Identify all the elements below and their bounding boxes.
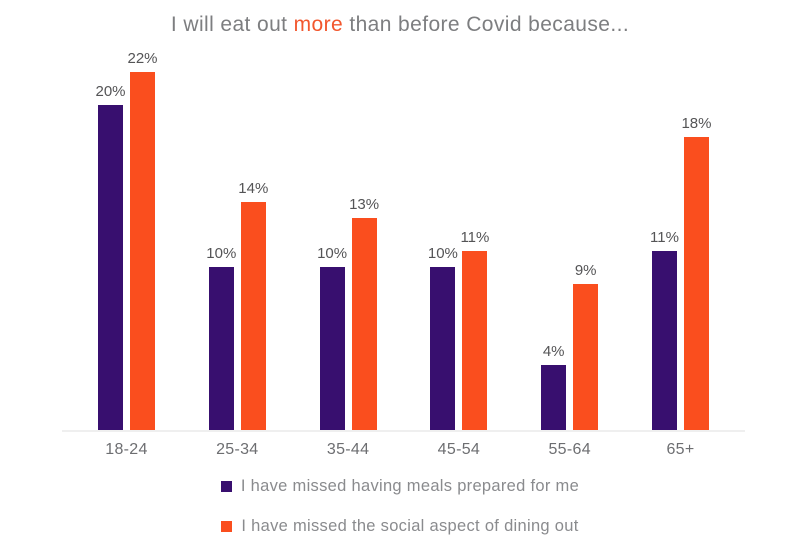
bar-value-label: 11% (650, 229, 679, 246)
chart-title: I will eat out more than before Covid be… (0, 0, 800, 41)
bar-group-65+: 11% 18% (650, 115, 712, 430)
bar-value-label: 11% (460, 229, 490, 246)
x-axis-label-25-34: 25-34 (216, 441, 259, 458)
bar-social-aspect (462, 251, 488, 430)
bar-column: 10% (427, 245, 458, 430)
legend-swatch-orange (221, 520, 233, 532)
bar-column: 10% (206, 245, 237, 430)
legend-item: I have missed having meals prepared for … (220, 476, 580, 496)
legend: I have missed having meals prepared for … (0, 476, 800, 536)
bar-column: 20% (95, 83, 126, 430)
legend-swatch-purple (220, 480, 232, 492)
bar-value-label: 18% (681, 115, 712, 132)
bar-column: 4% (541, 343, 567, 430)
bar-meals-prepared (541, 365, 567, 430)
x-axis-label-65+: 65+ (666, 441, 695, 458)
chart-title-prefix: I will eat out (170, 13, 294, 36)
bar-social-aspect (130, 72, 155, 430)
bar-column: 13% (349, 196, 380, 430)
bar-column: 11% (460, 229, 490, 430)
legend-item: I have missed the social aspect of dinin… (221, 516, 578, 536)
chart-title-highlight: more (293, 13, 344, 36)
bar-value-label: 10% (317, 245, 348, 262)
bar-meals-prepared (651, 251, 677, 430)
bar-column: 22% (127, 50, 158, 430)
x-axis-label-55-64: 55-64 (548, 441, 591, 458)
legend-label: I have missed having meals prepared for … (240, 476, 580, 495)
bar-social-aspect (351, 218, 377, 430)
bar-column: 9% (573, 262, 599, 430)
bar-group-25-34: 10% 14% (206, 180, 269, 430)
bar-group-55-64: 4% 9% (541, 262, 599, 430)
bar-value-label: 14% (238, 180, 269, 197)
bar-column: 18% (681, 115, 712, 430)
bar-value-label: 22% (127, 50, 158, 67)
bar-social-aspect (573, 284, 599, 430)
x-axis-label-45-54: 45-54 (437, 441, 481, 458)
bar-column: 14% (238, 180, 269, 430)
x-axis-line (62, 430, 745, 432)
bar-social-aspect (240, 202, 266, 430)
bar-meals-prepared (319, 267, 345, 430)
bar-meals-prepared (98, 105, 123, 430)
legend-label: I have missed the social aspect of dinin… (241, 516, 579, 535)
bar-value-label: 10% (206, 245, 237, 262)
bar-value-label: 4% (542, 343, 565, 360)
bar-social-aspect (683, 137, 709, 430)
bar-group-35-44: 10% 13% (317, 196, 380, 430)
bar-value-label: 13% (349, 196, 380, 213)
bar-group-18-24: 20% 22% (95, 50, 158, 430)
bar-group-45-54: 10% 11% (427, 229, 490, 430)
bar-column: 11% (650, 229, 679, 430)
bar-value-label: 10% (427, 245, 458, 262)
x-axis-label-35-44: 35-44 (326, 441, 370, 458)
bar-value-label: 9% (574, 262, 597, 279)
chart-title-suffix: than before Covid because... (343, 13, 630, 36)
bar-meals-prepared (430, 267, 456, 430)
covid-eat-out-chart: I will eat out more than before Covid be… (0, 0, 800, 536)
plot-area: 20% 22% 10% 14% 10% 13% 10% 11% 4% 9% 11% 18% (95, 46, 712, 430)
bar-meals-prepared (208, 267, 234, 430)
x-axis-label-18-24: 18-24 (105, 441, 148, 458)
bar-value-label: 20% (95, 83, 126, 100)
bar-column: 10% (317, 245, 348, 430)
x-axis-labels: 18-24 25-34 35-44 45-54 55-64 65+ (98, 432, 709, 459)
